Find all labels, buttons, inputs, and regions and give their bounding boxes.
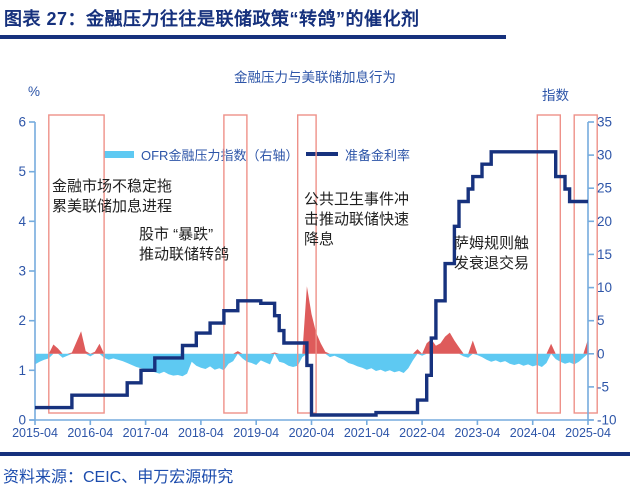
- right-tick-label: 15: [597, 247, 612, 262]
- stress-index-swatch-icon: [104, 150, 134, 158]
- x-tick-label: 2024-04: [510, 426, 556, 440]
- event-box: [48, 114, 105, 414]
- left-tick-label: 6: [18, 115, 26, 130]
- legend-item-stress-index: OFR金融压力指数（右轴）: [104, 146, 299, 163]
- event-box: [536, 114, 561, 414]
- report-title: 图表 27：金融压力往往是联储政策“转鸽”的催化剂: [4, 9, 420, 29]
- event-box: [223, 114, 248, 414]
- footer-divider: [0, 452, 630, 456]
- x-tick-label: 2017-04: [123, 426, 169, 440]
- x-tick-label: 2018-04: [178, 426, 224, 440]
- x-tick-label: 2016-04: [67, 426, 113, 440]
- right-tick-label: -5: [597, 379, 609, 394]
- right-tick-label: -10: [597, 413, 617, 428]
- right-tick-label: 0: [597, 346, 605, 361]
- chart-title: 金融压力与美联储加息行为: [234, 70, 396, 85]
- x-tick-label: 2022-04: [399, 426, 445, 440]
- x-tick-label: 2019-04: [233, 426, 279, 440]
- x-tick-label: 2021-04: [344, 426, 390, 440]
- x-tick-label: 2015-04: [12, 426, 58, 440]
- x-tick-label: 2020-04: [289, 426, 335, 440]
- reserve-rate-swatch-icon: [306, 152, 338, 156]
- event-box: [297, 114, 317, 414]
- left-tick-label: 4: [18, 214, 26, 229]
- legend-label-reserve-rate: 准备金利率: [345, 147, 411, 163]
- right-tick-label: 20: [597, 214, 612, 229]
- left-tick-label: 5: [18, 164, 26, 179]
- left-tick-label: 2: [18, 313, 26, 328]
- right-tick-label: 10: [597, 280, 612, 295]
- x-tick-label: 2025-04: [565, 426, 611, 440]
- left-axis-unit: %: [28, 84, 41, 99]
- left-tick-label: 3: [18, 264, 26, 279]
- right-axis-unit: 指数: [542, 88, 569, 103]
- right-tick-label: 30: [597, 148, 612, 163]
- legend-label-stress-index: OFR金融压力指数（右轴）: [141, 147, 299, 163]
- chart-plot: 0 1 2 3 4 5 6 -10 -5 0 5 10 15 20 25 30 35 2015-04 2016-04…: [12, 114, 617, 440]
- source-text: 资料来源：CEIC、申万宏源研究: [3, 469, 234, 486]
- x-tick-label: 2023-04: [454, 426, 500, 440]
- title-underline: [0, 35, 506, 39]
- legend-item-reserve-rate: 准备金利率: [306, 146, 411, 163]
- right-tick-label: 35: [597, 115, 612, 130]
- stress-area-positive: [35, 286, 588, 354]
- left-tick-label: 1: [18, 363, 26, 378]
- event-box: [573, 114, 598, 414]
- right-tick-label: 5: [597, 313, 605, 328]
- left-tick-label: 0: [18, 413, 26, 428]
- reserve-rate-line: [35, 150, 588, 417]
- right-tick-label: 25: [597, 181, 612, 196]
